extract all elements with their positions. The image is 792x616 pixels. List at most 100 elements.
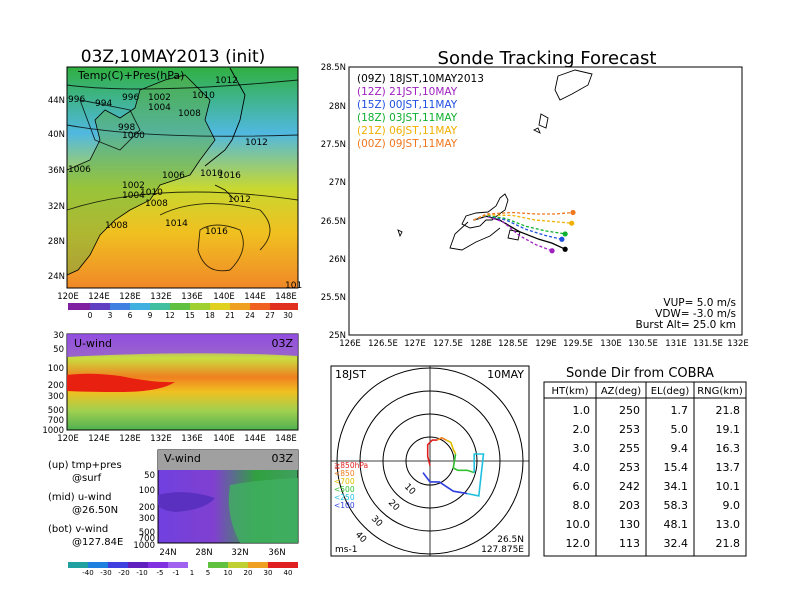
wind-colorbar-label: 40: [284, 569, 293, 577]
wind-colorbar-label: 1: [190, 569, 194, 577]
table-cell: 2.0: [573, 423, 591, 436]
track-legend-item: (09Z) 18JST,10MAY2013: [357, 73, 484, 85]
table-cell: 21.8: [716, 404, 741, 417]
table-cell: 130: [619, 518, 640, 531]
track-end-point: [549, 248, 555, 254]
hodograph-segment: [426, 439, 437, 466]
table-cell: 34.1: [664, 480, 689, 493]
table-header: EL(deg): [651, 386, 690, 397]
v-level-label: 1000: [133, 541, 155, 551]
tracking-plot: [348, 66, 743, 336]
table-cell: 250: [619, 404, 640, 417]
u-lon-label: 120E: [57, 434, 79, 444]
hodograph-segment: [467, 453, 485, 497]
pressure-label: 1010: [140, 188, 163, 198]
table-cell: 5.0: [671, 423, 689, 436]
temp-colorbar-label: 24: [245, 311, 255, 320]
table-cell: 21.8: [716, 537, 741, 550]
burst-param: Burst Alt= 25.0 km: [636, 319, 736, 331]
table-cell: 4.0: [573, 461, 591, 474]
map-lon-label: 128E: [119, 292, 141, 302]
table-cell: 10.1: [716, 480, 741, 493]
track-series-line: [473, 215, 566, 250]
temp-colorbar-label: 6: [128, 311, 133, 320]
temp-colorbar-label: 18: [205, 311, 215, 320]
table-cell: 19.1: [716, 423, 741, 436]
table-cell: 9.0: [723, 499, 741, 512]
pressure-label: 1000: [122, 131, 145, 141]
track-lat-label: 27.5N: [321, 140, 346, 150]
pressure-label: 1008: [145, 199, 168, 209]
hodo-level-item: <250: [334, 493, 355, 502]
wind-colorbar-label: -30: [100, 569, 111, 577]
track-lon-label: 126E: [339, 339, 361, 349]
hodograph-segment: [436, 436, 447, 441]
table-cell: 253: [619, 461, 640, 474]
u-lon-label: 136E: [181, 434, 203, 444]
wind-colorbar-label: 20: [244, 569, 253, 577]
pressure-label: 996: [122, 93, 139, 103]
v-level-label: 100: [139, 486, 155, 496]
wind-colorbar-label: 30: [264, 569, 273, 577]
map-lon-label: 148E: [275, 292, 297, 302]
track-lon-label: 129E: [535, 339, 557, 349]
temp-colorbar-label: 27: [265, 311, 275, 320]
hodo-level-item: ≧850hPa: [334, 461, 368, 470]
u-lon-label: 128E: [119, 434, 141, 444]
table-body: 1.0 250 1.7 21.8 2.0 253 5.0 19.1 3.0 255 9.4 16.3 4…: [566, 404, 741, 550]
temp-colorbar-label: 0: [88, 311, 93, 320]
u-lon-label: 124E: [88, 434, 110, 444]
hodo-time: 18JST: [335, 368, 366, 381]
v-wind-time: 03Z: [271, 452, 293, 465]
map-lat-label: 28N: [48, 237, 65, 247]
table-cell: 8.0: [573, 499, 591, 512]
u-level-label: 1000: [42, 426, 64, 436]
u-wind-label: U-wind: [74, 337, 112, 350]
hodo-level-item: <100: [334, 501, 355, 510]
v-level-label: 500: [139, 528, 155, 538]
v-wind-plot: V-wind 03Z: [157, 449, 299, 544]
u-wind-plot: U-wind 03Z: [66, 333, 299, 431]
u-lon-label: 140E: [213, 434, 235, 444]
table-title: Sonde Dir from COBRA: [566, 366, 714, 381]
v-lat-label: 24N: [159, 548, 176, 558]
v-level-label: 700: [139, 534, 155, 544]
hodo-date: 10MAY: [487, 368, 524, 381]
pressure-label: 994: [95, 99, 112, 109]
track-lines: [473, 209, 576, 254]
track-end-point: [562, 246, 568, 252]
hodograph-lines: [422, 436, 485, 497]
temp-colorbar-label: 3: [108, 311, 113, 320]
track-legend-item: (15Z) 00JST,11MAY: [357, 99, 458, 111]
pressure-label: 101: [285, 281, 302, 291]
track-legend-item: (00Z) 09JST,11MAY: [357, 138, 458, 150]
hodograph-plot: [330, 365, 530, 557]
table-cell: 13.0: [716, 518, 741, 531]
track-end-point: [562, 231, 568, 237]
map-lon-label: 136E: [181, 292, 203, 302]
u-level-label: 30: [53, 331, 64, 341]
pressure-label: 1004: [122, 191, 145, 201]
table-cell: 9.4: [671, 442, 689, 455]
track-lon-label: 127E: [404, 339, 426, 349]
pressure-label: 1010: [192, 91, 215, 101]
pressure-label: 1012: [215, 76, 238, 86]
track-end-point: [569, 220, 575, 226]
temp-colorbar-label: 12: [165, 311, 175, 320]
temp-colorbar-label: 15: [185, 311, 195, 320]
u-wind-time: 03Z: [271, 337, 293, 350]
track-lat-label: 26N: [329, 255, 346, 265]
wind-colorbar-label: -5: [157, 569, 164, 577]
track-legend-item: (21Z) 06JST,11MAY: [357, 125, 458, 137]
table-header: AZ(deg): [601, 386, 641, 397]
pressure-label: 1002: [122, 181, 145, 191]
note-mid-2: @26.50N: [72, 505, 118, 516]
pressure-label: 1008: [105, 221, 128, 231]
hodograph-segment: [422, 472, 468, 495]
track-lat-label: 27N: [329, 178, 346, 188]
pressure-label: 1014: [165, 219, 188, 229]
v-lat-label: 32N: [231, 548, 248, 558]
track-series-line: [473, 211, 574, 221]
map-lon-label: 120E: [57, 292, 79, 302]
